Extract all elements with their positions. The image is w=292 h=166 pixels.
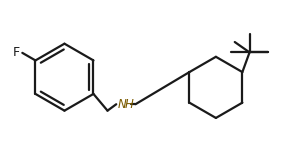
Text: H: H [124, 98, 133, 111]
Text: F: F [13, 46, 20, 59]
Text: N: N [118, 98, 127, 111]
